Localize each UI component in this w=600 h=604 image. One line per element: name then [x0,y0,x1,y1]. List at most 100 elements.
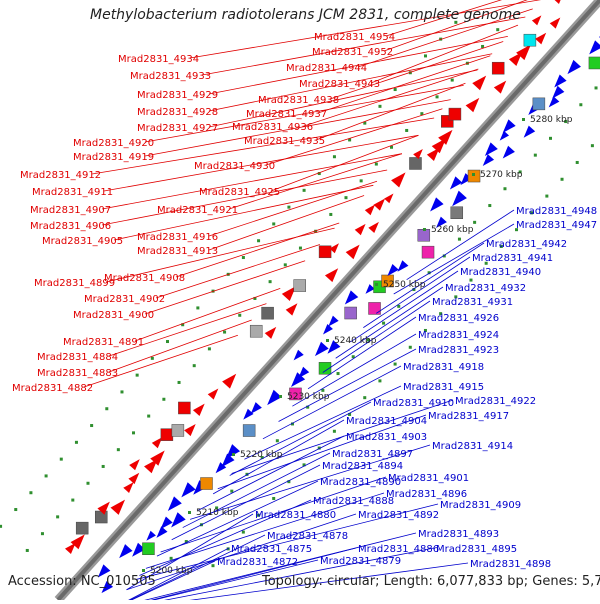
forward-leader-line [208,53,493,112]
reverse-gene-label[interactable]: Mrad2831_4901 [388,473,469,484]
reverse-gene-arrow [567,59,581,75]
forward-gene-label[interactable]: Mrad2831_4906 [30,221,111,232]
guide-dot [283,263,287,267]
forward-gene-arrow [324,268,339,283]
kbp-tick-label: 5210 kbp [196,508,239,518]
forward-gene-label[interactable]: Mrad2831_4919 [73,152,154,163]
reverse-leader-line [393,223,515,295]
forward-gene-label[interactable]: Mrad2831_4937 [246,109,327,120]
forward-gene-label[interactable]: Mrad2831_4930 [194,161,275,172]
forward-gene-arrow [192,403,205,416]
reverse-leader-line [121,534,266,604]
reverse-gene-arrow [460,173,472,186]
forward-gene-label[interactable]: Mrad2831_4925 [199,187,280,198]
reverse-gene-label[interactable]: Mrad2831_4910 [373,398,454,409]
reverse-gene-arrow [181,482,196,498]
reverse-gene-label[interactable]: Mrad2831_4922 [455,396,536,407]
forward-gene-label[interactable]: Mrad2831_4936 [232,122,313,133]
guide-dot [575,160,579,164]
forward-gene-box [448,107,462,121]
reverse-gene-arrow [502,119,516,133]
reverse-gene-label[interactable]: Mrad2831_4923 [418,345,499,356]
reverse-gene-label[interactable]: Mrad2831_4894 [322,461,403,472]
forward-gene-label[interactable]: Mrad2831_4884 [37,352,118,363]
forward-gene-arrow [364,204,376,216]
reverse-gene-label[interactable]: Mrad2831_4947 [516,220,597,231]
forward-gene-label[interactable]: Mrad2831_4900 [73,310,154,321]
reverse-gene-label[interactable]: Mrad2831_4878 [267,531,348,542]
reverse-gene-label[interactable]: Mrad2831_4880 [255,510,336,521]
forward-gene-arrow [384,193,394,204]
reverse-gene-label[interactable]: Mrad2831_4892 [358,510,439,521]
reverse-gene-label[interactable]: Mrad2831_4890 [320,477,401,488]
forward-gene-label[interactable]: Mrad2831_4912 [20,170,101,181]
forward-gene-label[interactable]: Mrad2831_4935 [244,136,325,147]
reverse-gene-label[interactable]: Mrad2831_4942 [486,239,567,250]
forward-gene-label[interactable]: Mrad2831_4934 [118,54,199,65]
forward-gene-label[interactable]: Mrad2831_4916 [137,232,218,243]
forward-gene-labels: Mrad2831_4954 Mrad2831_4952 Mrad2831_4944 M… [12,32,395,394]
forward-gene-label[interactable]: Mrad2831_4954 [314,32,395,43]
forward-gene-label[interactable]: Mrad2831_4928 [137,107,218,118]
reverse-gene-label[interactable]: Mrad2831_4896 [386,489,467,500]
reverse-gene-label[interactable]: Mrad2831_4909 [440,500,521,511]
guide-dot [215,506,219,510]
forward-gene-box [178,401,191,415]
reverse-gene-label[interactable]: Mrad2831_4940 [460,267,541,278]
guide-dot [488,204,492,208]
reverse-gene-label[interactable]: Mrad2831_4948 [516,206,597,217]
forward-gene-label[interactable]: Mrad2831_4882 [12,383,93,394]
reverse-gene-label[interactable]: Mrad2831_4941 [472,253,553,264]
reverse-gene-label[interactable]: Mrad2831_4898 [470,559,551,570]
forward-gene-label[interactable]: Mrad2831_4891 [63,337,144,348]
reverse-gene-label[interactable]: Mrad2831_4893 [418,529,499,540]
forward-gene-label[interactable]: Mrad2831_4929 [137,90,218,101]
forward-gene-label[interactable]: Mrad2831_4911 [32,187,113,198]
forward-gene-label[interactable]: Mrad2831_4883 [37,368,118,379]
reverse-gene-box [450,206,464,220]
forward-gene-label[interactable]: Mrad2831_4920 [73,138,154,149]
reverse-gene-label[interactable]: Mrad2831_4904 [346,416,427,427]
forward-gene-label[interactable]: Mrad2831_4943 [299,79,380,90]
reverse-gene-label[interactable]: Mrad2831_4926 [418,313,499,324]
reverse-gene-label[interactable]: Mrad2831_4879 [320,556,401,567]
reverse-gene-label[interactable]: Mrad2831_4888 [313,496,394,507]
reverse-gene-label[interactable]: Mrad2831_4872 [217,557,298,568]
reverse-gene-label[interactable]: Mrad2831_4895 [436,544,517,555]
reverse-gene-arrow [293,349,304,361]
reverse-leader-line [126,513,357,591]
forward-leader-line [189,0,542,59]
reverse-gene-label[interactable]: Mrad2831_4917 [428,411,509,422]
reverse-gene-label[interactable]: Mrad2831_4918 [403,362,484,373]
reverse-gene-label[interactable]: Mrad2831_4914 [432,441,513,452]
reverse-gene-label[interactable]: Mrad2831_4932 [445,283,526,294]
forward-gene-label[interactable]: Mrad2831_4902 [84,294,165,305]
reverse-gene-label[interactable]: Mrad2831_4897 [332,449,413,460]
forward-gene-label[interactable]: Mrad2831_4905 [42,236,123,247]
reverse-gene-label[interactable]: Mrad2831_4886 [358,544,439,555]
reverse-gene-label[interactable]: Mrad2831_4903 [346,432,427,443]
forward-gene-arrow [554,0,561,4]
forward-gene-label[interactable]: Mrad2831_4921 [157,205,238,216]
guide-dot [374,162,378,166]
forward-gene-box [293,279,307,292]
forward-gene-label[interactable]: Mrad2831_4938 [258,95,339,106]
forward-gene-label[interactable]: Mrad2831_4927 [137,123,218,134]
forward-gene-label[interactable]: Mrad2831_4913 [137,246,218,257]
forward-gene-arrow [207,388,219,400]
forward-gene-label[interactable]: Mrad2831_4908 [104,273,185,284]
reverse-gene-label[interactable]: Mrad2831_4931 [432,297,513,308]
reverse-leader-line [363,256,471,328]
guide-dot [439,312,443,316]
forward-leader-line [101,169,388,226]
forward-gene-label[interactable]: Mrad2831_4944 [286,63,367,74]
reverse-gene-label[interactable]: Mrad2831_4915 [403,382,484,393]
reverse-gene-arrow [482,154,495,166]
forward-gene-label[interactable]: Mrad2831_4933 [130,71,211,82]
forward-gene-label[interactable]: Mrad2831_4907 [30,205,111,216]
reverse-gene-label[interactable]: Mrad2831_4924 [418,330,499,341]
forward-gene-label[interactable]: Mrad2831_4899 [34,278,115,289]
reverse-gene-label[interactable]: Mrad2831_4875 [231,544,312,555]
forward-gene-label[interactable]: Mrad2831_4952 [312,47,393,58]
reverse-gene-arrow [365,284,375,294]
